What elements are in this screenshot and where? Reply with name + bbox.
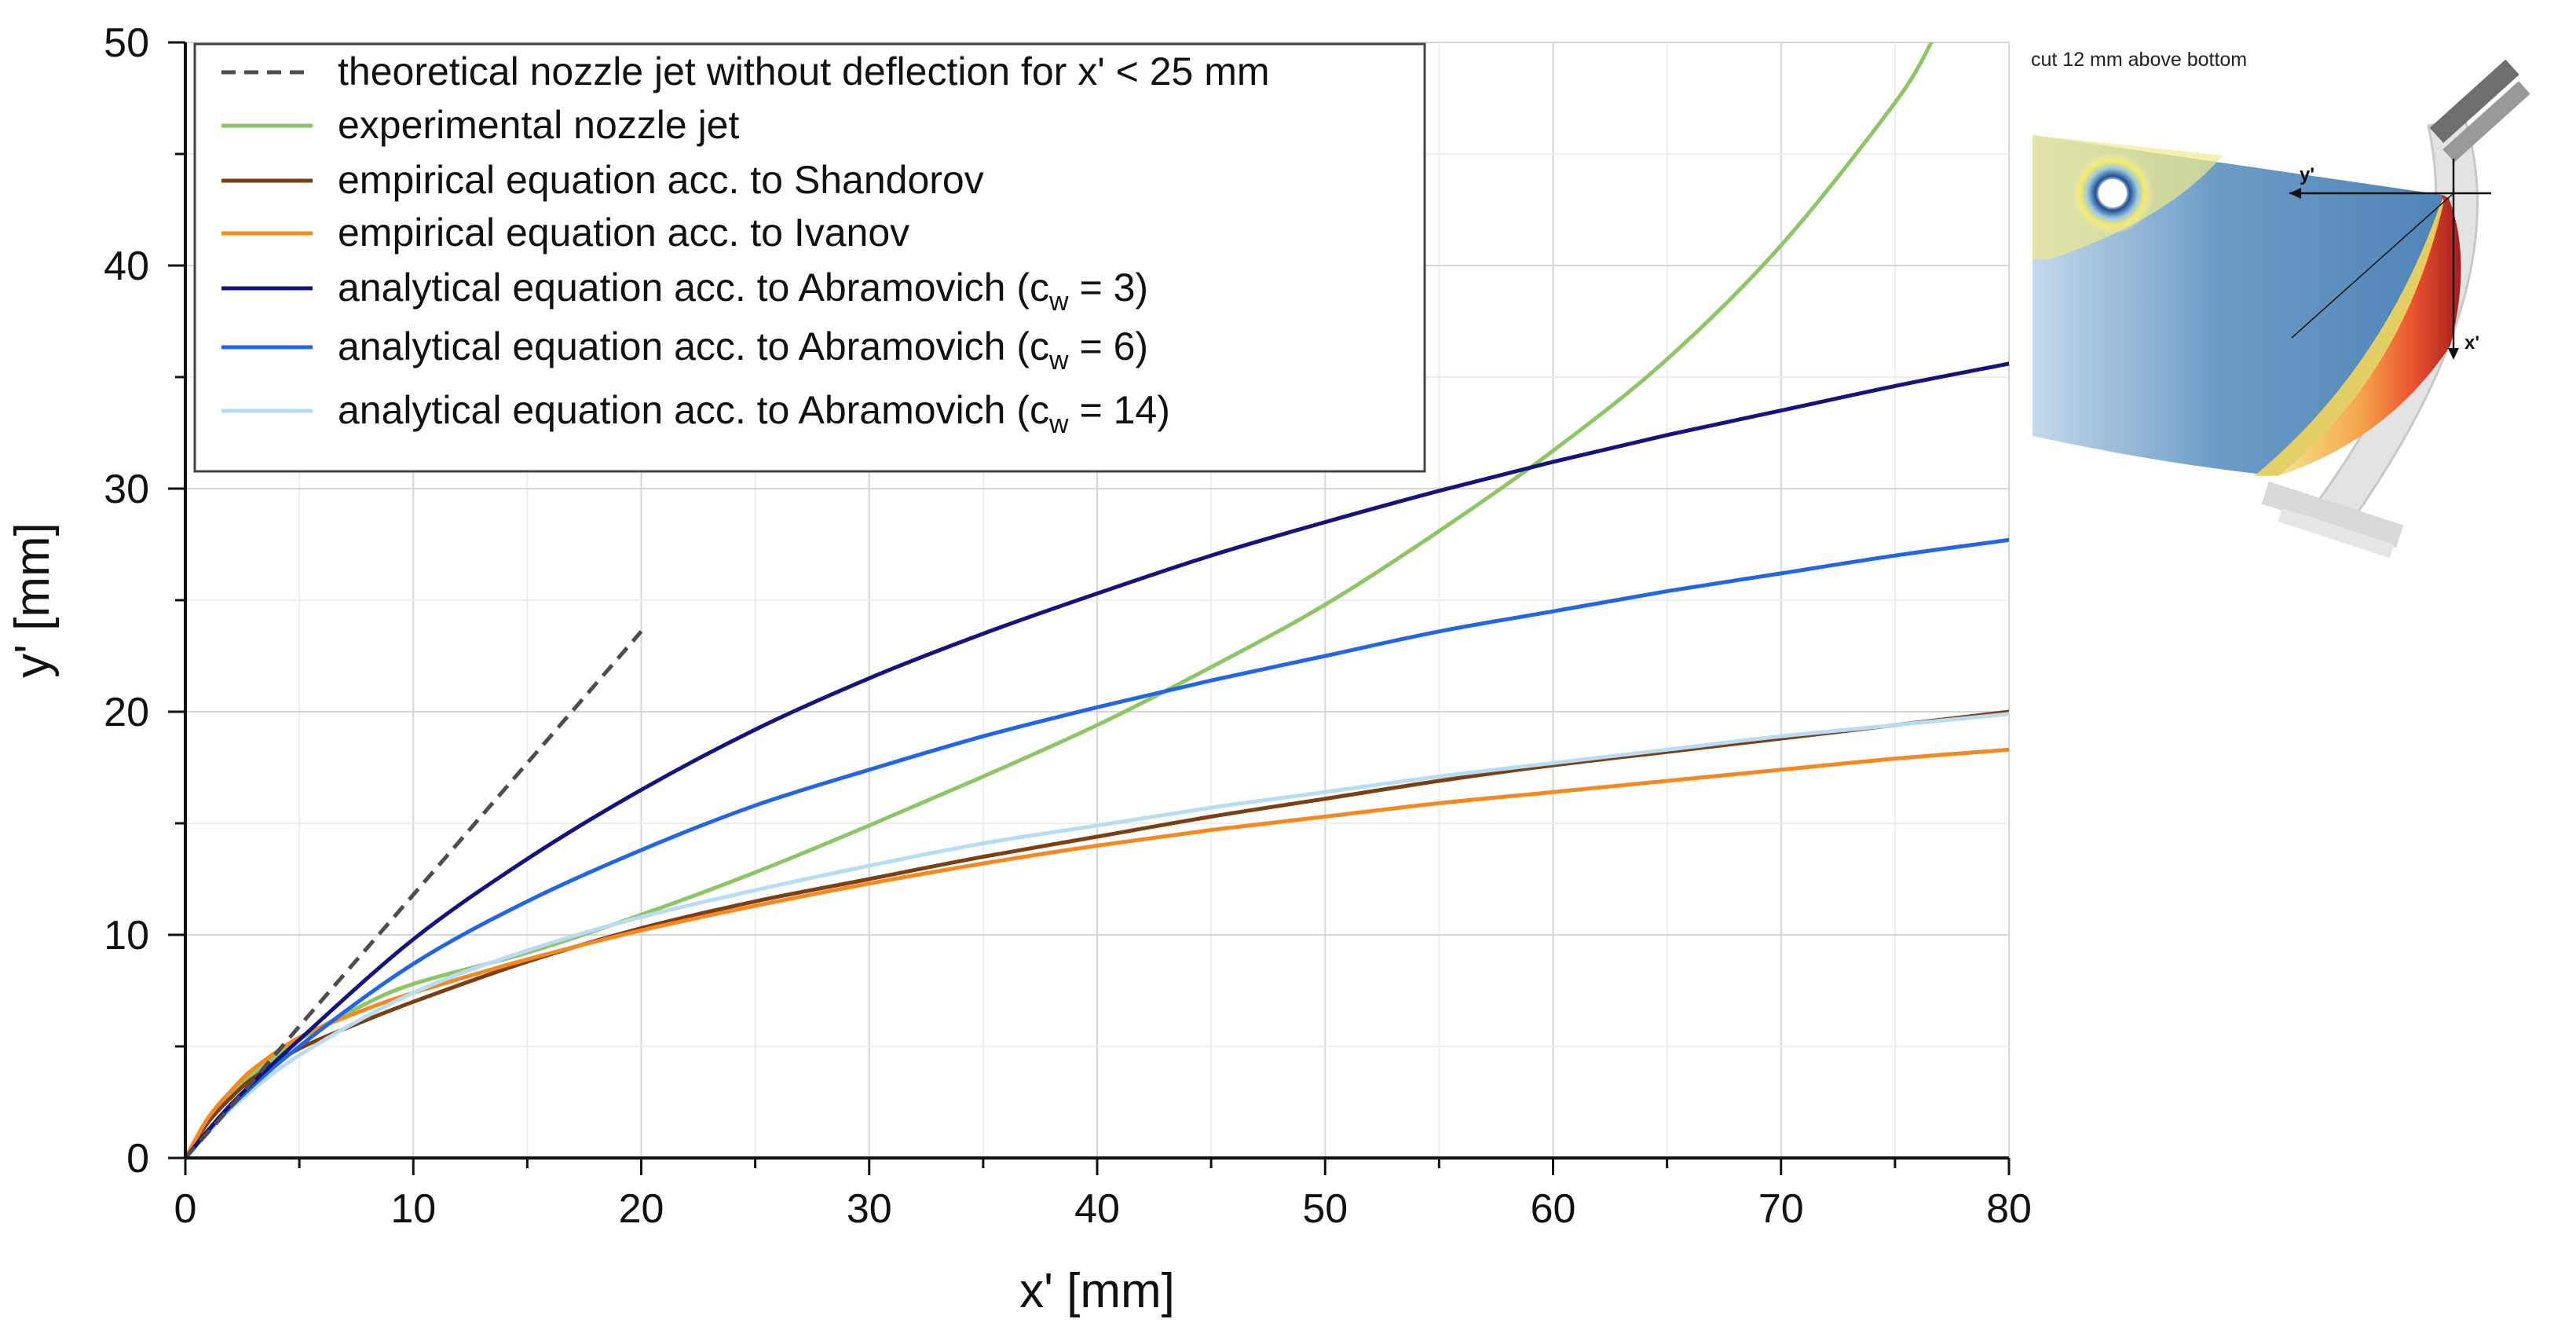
x-tick-labels: 0 10 20 30 40 50 60 70 80 — [174, 1186, 2032, 1232]
x-tick-label: 10 — [390, 1186, 436, 1232]
legend-label: empirical equation acc. to Shandorov — [338, 158, 984, 202]
x-tick-label: 0 — [174, 1186, 197, 1232]
y-tick-label: 10 — [104, 913, 149, 958]
legend: theoretical nozzle jet without deflectio… — [193, 42, 1426, 473]
series-layer — [185, 42, 2009, 1158]
series-line-5 — [185, 361, 2009, 1158]
y-tick-label: 30 — [104, 467, 149, 512]
legend-label: analytical equation acc. to Abramovich (… — [338, 388, 1170, 439]
y-tick-labels: 0 10 20 30 40 50 — [104, 20, 149, 1182]
legend-label: empirical equation acc. to Ivanov — [338, 211, 909, 255]
chart-plot-area: 0 10 20 30 40 50 60 70 80 0 10 20 30 40 50 x' [mm] y'… — [5, 20, 2032, 1318]
x-tick-label: 60 — [1531, 1186, 1576, 1232]
y-tick-label: 20 — [104, 690, 149, 735]
legend-label: analytical equation acc. to Abramovich (… — [338, 324, 1148, 376]
legend-label: analytical equation acc. to Abramovich (… — [338, 266, 1148, 317]
jet-band — [2278, 195, 2461, 476]
series-line-4 — [185, 747, 2009, 1158]
inset-photo: cut 12 mm above bottom y' x' — [2031, 49, 2530, 559]
x-tick-label: 30 — [847, 1186, 892, 1232]
bottom-fitting — [2261, 481, 2404, 559]
x-tick-label: 80 — [1986, 1186, 2032, 1232]
bubble-core — [2098, 179, 2127, 207]
inset-axis-y-label: y' — [2300, 164, 2314, 185]
series-line-6 — [185, 537, 2009, 1158]
x-tick-label: 50 — [1302, 1186, 1348, 1232]
x-tick-label: 40 — [1074, 1186, 1120, 1232]
series-line-7 — [185, 712, 2009, 1158]
y-axis-label: y' [mm] — [5, 522, 60, 678]
series-line-3 — [185, 709, 2009, 1158]
legend-label: theoretical nozzle jet without deflectio… — [338, 49, 1270, 93]
series-line-1 — [185, 630, 643, 1158]
x-axis-label: x' [mm] — [1019, 1264, 1175, 1318]
y-tick-label: 0 — [126, 1136, 149, 1182]
y-tick-label: 50 — [104, 20, 149, 66]
x-tick-label: 70 — [1758, 1186, 1804, 1232]
inset-axis-x-label: x' — [2464, 332, 2479, 354]
legend-label: experimental nozzle jet — [338, 103, 739, 147]
y-tick-label: 40 — [104, 244, 149, 289]
inset-axes — [2289, 159, 2491, 360]
x-tick-label: 20 — [619, 1186, 664, 1232]
nozzle-head — [2429, 59, 2530, 163]
legend-box — [193, 42, 1426, 473]
inset-caption: cut 12 mm above bottom — [2031, 49, 2247, 71]
axes — [168, 41, 2011, 1175]
